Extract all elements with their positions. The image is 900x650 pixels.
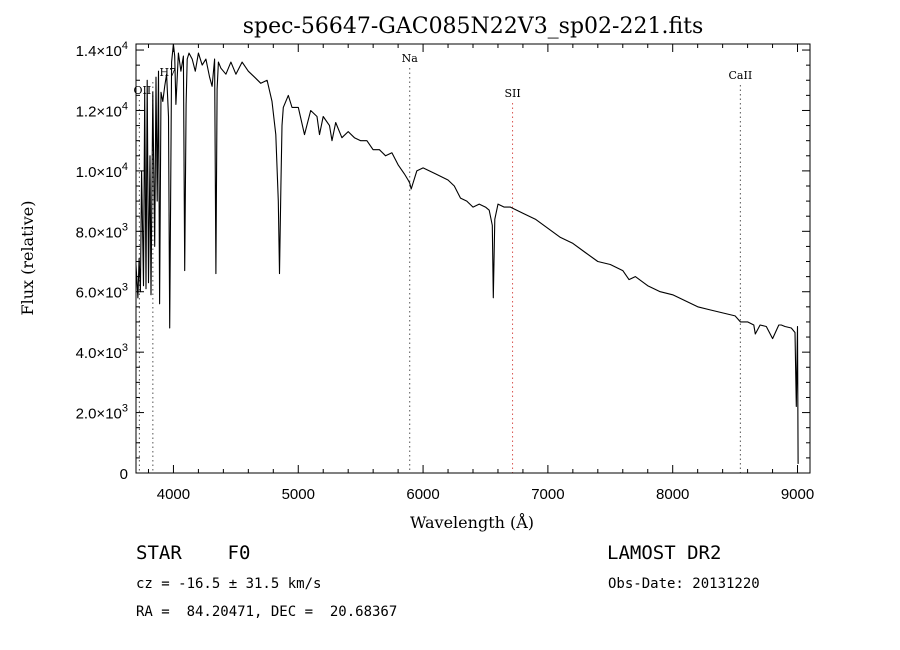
x-tick-label: 8000 [656, 486, 689, 503]
x-tick-label: 7000 [531, 486, 564, 503]
ra-dec: RA = 84.20471, DEC = 20.68367 [136, 604, 398, 620]
y-tick-label: 4.0×103 [76, 342, 128, 362]
chart-title: spec-56647-GAC085N22V3_sp02-221.fits [243, 14, 704, 39]
spectral-line-label: Na [402, 52, 419, 65]
y-axis: 0 2.0×103 4.0×103 6.0×103 8.0×103 1.0×104 1.2×… [76, 40, 810, 483]
y-tick-label: 1.2×104 [76, 100, 128, 120]
y-axis-label: Flux (relative) [18, 201, 37, 316]
x-tick-label: 5000 [282, 486, 315, 503]
obs-date: Obs-Date: 20131220 [608, 576, 760, 592]
spectrum-line [135, 43, 799, 464]
y-tick-label: 0 [120, 466, 128, 483]
y-tick-label: 1.0×104 [76, 161, 128, 181]
spectral-line-label: CaII [729, 69, 753, 82]
x-axis: 4000 5000 6000 7000 8000 9000 [147, 44, 814, 503]
spectral-line-label: SII [504, 87, 520, 100]
x-tick-label: 9000 [781, 486, 814, 503]
object-class: STAR F0 [136, 542, 251, 564]
y-tick-label: 8.0×103 [76, 221, 128, 241]
plot-frame [135, 43, 811, 474]
x-tick-label: 4000 [157, 486, 190, 503]
redshift-cz: cz = -16.5 ± 31.5 km/s [136, 576, 322, 592]
x-axis-label: Wavelength (Å) [410, 512, 534, 532]
x-tick-label: 6000 [406, 486, 439, 503]
y-tick-label: 2.0×103 [76, 403, 128, 423]
spectral-line-label: H7 [160, 66, 177, 79]
y-tick-label: 1.4×104 [76, 40, 128, 60]
y-tick-label: 6.0×103 [76, 282, 128, 302]
survey-name: LAMOST DR2 [607, 542, 722, 564]
